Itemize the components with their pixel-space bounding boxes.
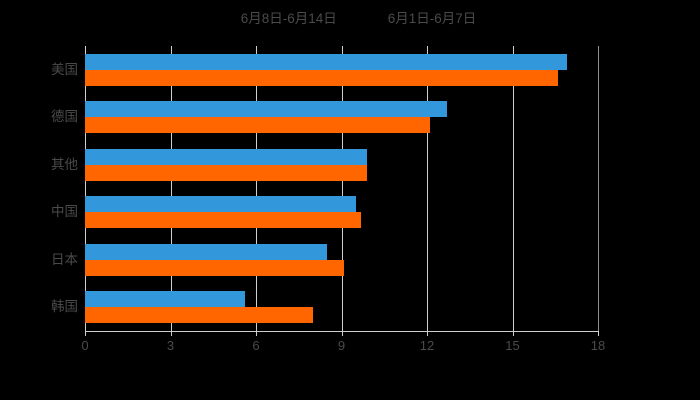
- x-tick-mark-15: [512, 331, 514, 336]
- legend-marker-square-icon: [371, 14, 381, 24]
- legend-item-series-0[interactable]: 6月8日-6月14日: [224, 8, 337, 30]
- bar-0-3[interactable]: [85, 196, 356, 213]
- chart-legend: 6月8日-6月14日 6月1日-6月7日: [0, 8, 700, 30]
- y-axis-label-5: 韩国: [51, 299, 78, 315]
- bar-1-5[interactable]: [85, 307, 313, 324]
- gridline-x-9: [341, 46, 343, 331]
- bar-1-4[interactable]: [85, 259, 345, 276]
- y-axis-label-1: 德国: [51, 109, 78, 125]
- x-tick-mark-3: [170, 331, 172, 336]
- y-axis-label-3: 中国: [51, 204, 78, 220]
- gridline-x-0: [85, 46, 86, 331]
- legend-item-series-1[interactable]: 6月1日-6月7日: [371, 8, 477, 30]
- y-axis-label-0: 美国: [51, 61, 78, 77]
- x-tick-label-3: 3: [166, 338, 175, 353]
- plot-area: [85, 46, 599, 331]
- x-tick-label-6: 6: [252, 338, 260, 353]
- gridline-x-12: [427, 46, 428, 331]
- y-axis-label-4: 日本: [51, 251, 78, 267]
- y-axis-label-2: 其他: [51, 156, 78, 172]
- bar-0-0[interactable]: [85, 53, 567, 70]
- x-tick-mark-12: [427, 331, 428, 336]
- gridline-x-15: [512, 46, 514, 331]
- bar-0-4[interactable]: [85, 243, 328, 260]
- bar-0-2[interactable]: [85, 148, 368, 165]
- x-tick-label-12: 12: [419, 338, 435, 353]
- x-tick-label-0: 0: [81, 338, 89, 353]
- gridline-x-6: [256, 46, 257, 331]
- bar-1-3[interactable]: [85, 212, 362, 229]
- y-axis-category-labels: 美国德国其他中国日本韩国: [0, 0, 78, 400]
- gridline-x-3: [170, 46, 172, 331]
- x-tick-mark-9: [341, 331, 343, 336]
- bar-0-5[interactable]: [85, 291, 245, 308]
- legend-marker-circle-icon: [224, 14, 234, 24]
- bar-1-2[interactable]: [85, 164, 368, 181]
- x-tick-label-18: 18: [590, 338, 606, 353]
- x-tick-mark-18: [598, 331, 599, 336]
- bar-0-1[interactable]: [85, 101, 447, 118]
- x-tick-mark-6: [256, 331, 257, 336]
- x-tick-label-9: 9: [337, 338, 346, 353]
- bar-1-0[interactable]: [85, 69, 559, 86]
- legend-label-series-0: 6月8日-6月14日: [240, 11, 337, 26]
- x-tick-label-15: 15: [505, 338, 520, 353]
- x-tick-mark-0: [85, 331, 86, 336]
- gridline-x-18: [598, 46, 599, 331]
- legend-label-series-1: 6月1日-6月7日: [387, 11, 477, 26]
- bar-1-1[interactable]: [85, 117, 430, 134]
